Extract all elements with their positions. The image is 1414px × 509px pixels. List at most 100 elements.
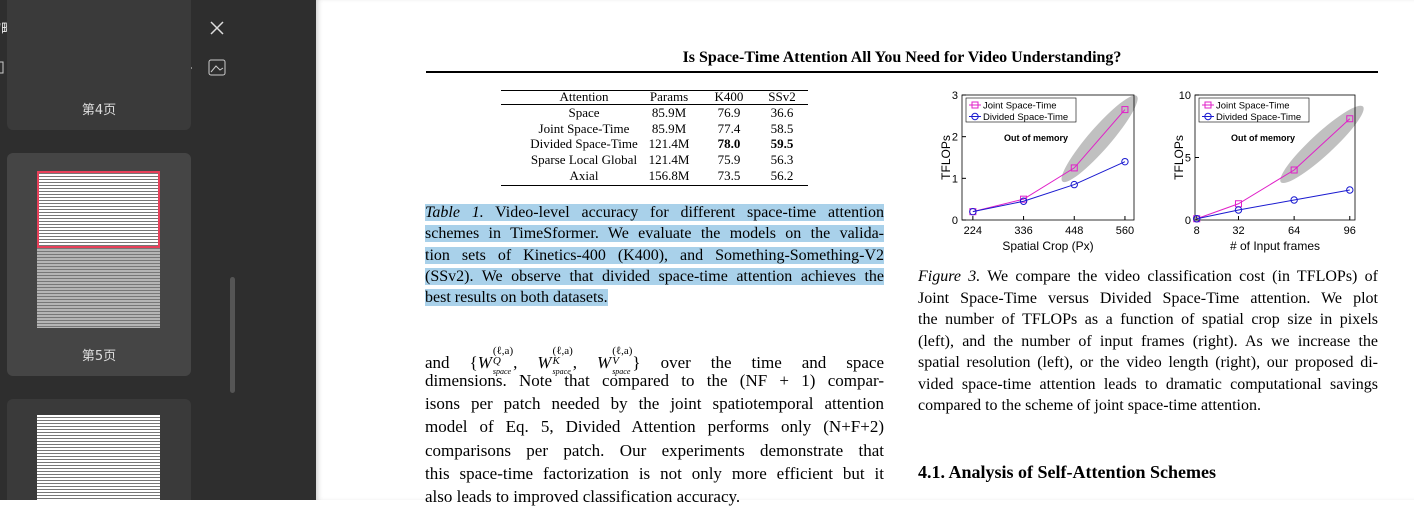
data-point xyxy=(1193,215,1201,223)
figure: Out of memory 0 1 2 3 224 336 448 560 Spatial Cro… xyxy=(939,90,1364,253)
caption-text: spatial resolution (left), or the video … xyxy=(918,354,1378,371)
legend-marker xyxy=(1204,112,1212,121)
paragraph-line: isons per patch needed by the joint spat… xyxy=(425,394,884,414)
caption-text: vided space-time attention leads to dram… xyxy=(918,375,1378,393)
header-rule xyxy=(426,71,1378,73)
math-subscript-letter: K xyxy=(552,355,560,367)
math-text: , xyxy=(572,353,598,372)
table-cell: 77.4 xyxy=(717,120,741,136)
large-icon[interactable] xyxy=(208,59,226,76)
column-header: Attention xyxy=(559,89,609,104)
table-cell: 156.8M xyxy=(648,167,690,183)
math-symbol: W xyxy=(477,353,492,372)
page-label: 第4页 xyxy=(81,103,117,118)
table-cell: 58.5 xyxy=(770,120,794,136)
caption-line: Joint Space-Time versus Divided Space-Ti… xyxy=(918,289,1378,309)
x-axis-label: # of Input frames xyxy=(1230,239,1320,253)
y-tick-label: 0 xyxy=(952,215,958,227)
scrollbar[interactable] xyxy=(230,277,235,393)
data-point xyxy=(1121,157,1129,166)
paragraph-line: also leads to improved classification ac… xyxy=(425,487,741,506)
series-line xyxy=(972,109,1126,213)
table-cell: 85.9M xyxy=(651,105,687,120)
math-subscript-text: space xyxy=(492,367,512,376)
page-thumbnail xyxy=(37,415,160,500)
annotation: Out of memory xyxy=(1004,133,1068,143)
y-axis-label: TFLOPs xyxy=(1172,135,1186,180)
page-card-selected[interactable]: 第5页 xyxy=(7,153,191,376)
math-subscript-letter: V xyxy=(612,355,619,367)
legend xyxy=(965,97,1077,123)
math-text: and { xyxy=(425,353,478,372)
caption-line: best results on both datasets. xyxy=(425,288,608,308)
math-text: , xyxy=(513,353,538,372)
caption-label: Table 1. xyxy=(425,204,484,221)
x-axis-label: Spatial Crop (Px) xyxy=(1002,239,1093,253)
x-tick-label: 448 xyxy=(1065,225,1083,237)
plot-frame xyxy=(961,94,1135,221)
y-tick-label: 5 xyxy=(1185,153,1191,165)
caption-line: Table 1. Video-level accuracy for differ… xyxy=(425,203,884,223)
math-text: } over the time and space xyxy=(632,353,885,372)
table-rule xyxy=(501,104,808,105)
caption-line: vided space-time attention leads to dram… xyxy=(918,375,1378,395)
y-tick-label: 0 xyxy=(1185,215,1191,227)
highlight: Table 1. Video-level accuracy for differ… xyxy=(425,204,884,221)
table-cell: Sparse Local Global xyxy=(530,152,638,168)
x-tick-label: 560 xyxy=(1116,225,1134,237)
page-card[interactable]: 第4页 xyxy=(7,0,191,130)
highlight: (SSv2). We observe that divided space-ti… xyxy=(425,267,884,285)
paragraph-line: comparisons per patch. Our experiments d… xyxy=(425,440,884,460)
legend-label: Divided Space-Time xyxy=(1216,112,1301,123)
table-cell: 56.2 xyxy=(770,167,794,183)
x-tick-label: 32 xyxy=(1232,225,1244,237)
x-tick-label: 224 xyxy=(964,225,982,237)
thumbnail-sidebar: 缩略图 第4页 第5页 xyxy=(0,0,316,500)
table-cell: Space xyxy=(568,105,600,120)
table-cell: 78.0 xyxy=(717,136,741,152)
legend xyxy=(1198,97,1310,123)
caption-text: best results on both datasets. xyxy=(425,289,608,307)
x-tick-label: 64 xyxy=(1288,225,1300,237)
close-button[interactable] xyxy=(210,21,224,35)
page-card[interactable] xyxy=(7,399,191,500)
highlight: best results on both datasets. xyxy=(425,289,608,307)
data-point xyxy=(1346,186,1354,194)
data-point xyxy=(1070,164,1078,172)
legend-marker xyxy=(1204,101,1212,109)
caption-text: the number of TFLOPs as a function of sp… xyxy=(918,311,1378,328)
legend-label: Divided Space-Time xyxy=(983,112,1068,123)
caption-text: (left), and the number of input frames (… xyxy=(918,332,1378,350)
section-heading: 4.1. Analysis of Self-Attention Schemes xyxy=(918,462,1216,482)
data-point xyxy=(1070,180,1078,189)
table-cell: 73.5 xyxy=(717,167,741,183)
series-line xyxy=(1196,189,1350,220)
data-point xyxy=(1019,197,1028,205)
view-frame xyxy=(37,171,160,248)
data-point xyxy=(1121,106,1129,114)
caption-text: schemes in TimeSformer. We evaluate the … xyxy=(425,225,884,243)
caption-text: tion sets of Kinetics-400 (K400), and So… xyxy=(425,246,884,264)
column-header: K400 xyxy=(714,89,744,104)
math-superscript: (ℓ,a) xyxy=(612,345,633,357)
small-icon[interactable] xyxy=(0,61,4,74)
table-cell: 59.5 xyxy=(770,136,794,152)
caption-line: schemes in TimeSformer. We evaluate the … xyxy=(425,224,884,244)
legend-marker xyxy=(971,112,979,121)
table-cell: 75.9 xyxy=(717,152,741,168)
table-cell: 121.4M xyxy=(648,136,690,152)
x-tick-label: 8 xyxy=(1194,225,1200,237)
y-tick-label: 2 xyxy=(952,132,958,144)
caption-line: (left), and the number of input frames (… xyxy=(918,332,1378,352)
caption-line: the number of TFLOPs as a function of sp… xyxy=(918,310,1378,330)
caption-line: spatial resolution (left), or the video … xyxy=(918,353,1378,373)
y-tick-label: 10 xyxy=(1179,90,1191,102)
y-axis-label: TFLOPs xyxy=(939,135,953,180)
large-icon-glyph xyxy=(210,65,224,73)
